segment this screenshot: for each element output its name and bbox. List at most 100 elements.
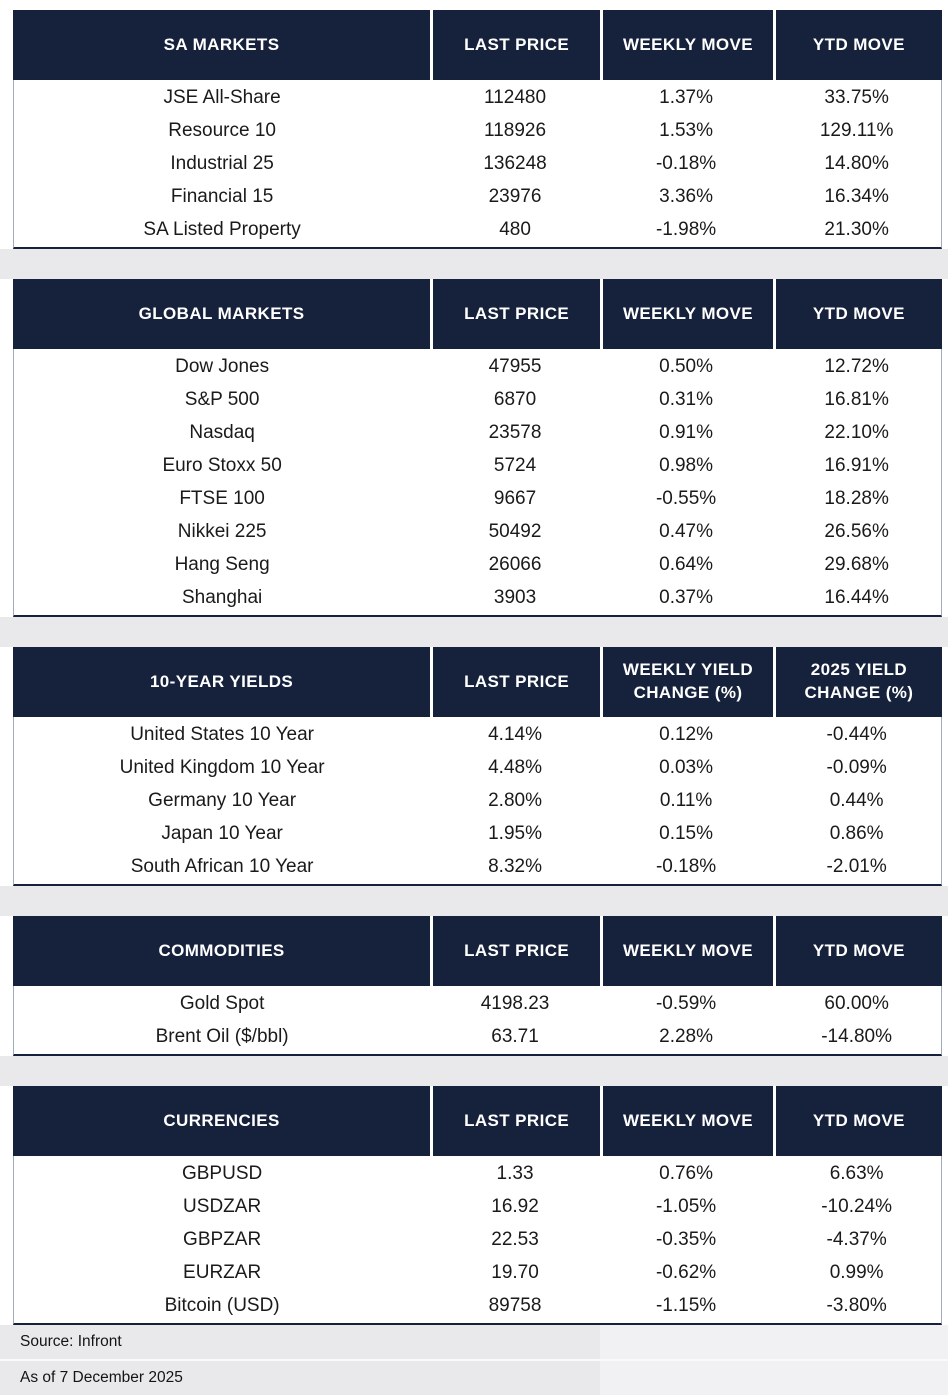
last-price-value: 4198.23: [480, 992, 550, 1014]
table-header-row: SA MARKETS LAST PRICE WEEKLY MOVE YTD MO…: [13, 10, 942, 80]
last-price-value: 112480: [484, 86, 547, 108]
instrument-name: USDZAR: [183, 1195, 262, 1217]
weekly-change-value: -1.15%: [655, 1294, 717, 1316]
column-header: WEEKLY YIELD CHANGE (%): [600, 647, 773, 717]
last-price-value: 26066: [488, 553, 542, 575]
weekly-change-value: -0.18%: [655, 855, 717, 877]
ytd-change-value: 16.34%: [824, 185, 889, 207]
table-body: Gold Spot 4198.23 -0.59% 60.00% Brent Oi…: [13, 986, 942, 1056]
column-header: 2025 YIELD CHANGE (%): [772, 647, 942, 717]
weekly-change-value: 0.15%: [659, 822, 713, 844]
instrument-name: Brent Oil ($/bbl): [155, 1025, 289, 1047]
instrument-name: Hang Seng: [174, 553, 270, 575]
weekly-change-value: -0.59%: [655, 992, 717, 1014]
last-price-value: 47955: [488, 355, 542, 377]
table-row: Industrial 25 136248 -0.18% 14.80%: [14, 147, 941, 180]
ytd-change-value: 22.10%: [824, 421, 889, 443]
table-title: SA MARKETS: [163, 34, 280, 54]
table-header-row: COMMODITIES LAST PRICE WEEKLY MOVE YTD M…: [13, 916, 942, 986]
weekly-change-value: 0.91%: [659, 421, 713, 443]
weekly-change-value: -0.18%: [655, 152, 717, 174]
last-price-value: 6870: [493, 388, 537, 410]
weekly-change-value: 0.03%: [659, 756, 713, 778]
instrument-name: GBPUSD: [181, 1162, 263, 1184]
table-row: United Kingdom 10 Year 4.48% 0.03% -0.09…: [14, 751, 941, 784]
table-gap: [0, 886, 948, 916]
ytd-change-value: -0.44%: [826, 723, 887, 745]
weekly-change-value: 0.98%: [659, 454, 713, 476]
column-header: WEEKLY MOVE: [600, 279, 773, 349]
ytd-change-value: 21.30%: [824, 218, 889, 240]
instrument-name: Resource 10: [168, 119, 276, 141]
weekly-change-value: 1.37%: [659, 86, 713, 108]
tables-container: SA MARKETS LAST PRICE WEEKLY MOVE YTD MO…: [0, 10, 948, 1325]
instrument-name: Japan 10 Year: [161, 822, 283, 844]
column-header: YTD MOVE: [772, 279, 942, 349]
instrument-name: Shanghai: [181, 586, 263, 608]
weekly-change-value: 0.12%: [659, 723, 713, 745]
ytd-change-value: 29.68%: [824, 553, 889, 575]
instrument-name: Nasdaq: [189, 421, 255, 443]
column-header: YTD MOVE: [772, 1086, 942, 1156]
instrument-name: Gold Spot: [179, 992, 265, 1014]
table-10-year-yields: 10-YEAR YIELDS LAST PRICE WEEKLY YIELD C…: [13, 647, 942, 886]
instrument-name: Germany 10 Year: [148, 789, 297, 811]
last-price-value: 480: [499, 218, 531, 240]
ytd-change-value: 16.91%: [824, 454, 889, 476]
instrument-name: Bitcoin (USD): [164, 1294, 280, 1316]
ytd-change-value: 16.81%: [824, 388, 889, 410]
ytd-change-value: -10.24%: [821, 1195, 893, 1217]
table-header-row: CURRENCIES LAST PRICE WEEKLY MOVE YTD MO…: [13, 1086, 942, 1156]
ytd-change-value: -3.80%: [826, 1294, 887, 1316]
weekly-change-value: 2.28%: [659, 1025, 713, 1047]
weekly-change-value: -0.62%: [655, 1261, 717, 1283]
table-row: Brent Oil ($/bbl) 63.71 2.28% -14.80%: [14, 1020, 941, 1053]
table-row: Hang Seng 26066 0.64% 29.68%: [14, 548, 941, 581]
weekly-change-value: 1.53%: [659, 119, 713, 141]
last-price-value: 1.95%: [488, 822, 542, 844]
ytd-change-value: 33.75%: [824, 86, 889, 108]
table-row: JSE All-Share 112480 1.37% 33.75%: [14, 81, 941, 114]
column-header: LAST PRICE: [430, 10, 600, 80]
table-gap: [0, 1056, 948, 1086]
last-price-value: 136248: [483, 152, 547, 174]
table-row: Financial 15 23976 3.36% 16.34%: [14, 180, 941, 213]
table-commodities: COMMODITIES LAST PRICE WEEKLY MOVE YTD M…: [13, 916, 942, 1056]
table-row: Japan 10 Year 1.95% 0.15% 0.86%: [14, 817, 941, 850]
table-title: 10-YEAR YIELDS: [149, 671, 294, 691]
table-body: United States 10 Year 4.14% 0.12% -0.44%…: [13, 717, 942, 886]
column-header: YTD MOVE: [772, 10, 942, 80]
table-title: COMMODITIES: [158, 940, 285, 960]
instrument-name: United States 10 Year: [130, 723, 315, 745]
column-header: LAST PRICE: [430, 647, 600, 717]
last-price-value: 118926: [484, 119, 547, 141]
table-header-row: 10-YEAR YIELDS LAST PRICE WEEKLY YIELD C…: [13, 647, 942, 717]
table-row: Nasdaq 23578 0.91% 22.10%: [14, 416, 941, 449]
table-row: SA Listed Property 480 -1.98% 21.30%: [14, 213, 941, 246]
table-row: Nikkei 225 50492 0.47% 26.56%: [14, 515, 941, 548]
table-row: EURZAR 19.70 -0.62% 0.99%: [14, 1256, 941, 1289]
instrument-name: EURZAR: [183, 1261, 262, 1283]
table-row: South African 10 Year 8.32% -0.18% -2.01…: [14, 850, 941, 883]
ytd-change-value: 12.72%: [824, 355, 889, 377]
ytd-change-value: 0.86%: [829, 822, 884, 844]
ytd-change-value: 26.56%: [824, 520, 889, 542]
table-global-markets: GLOBAL MARKETS LAST PRICE WEEKLY MOVE YT…: [13, 279, 942, 617]
table-row: USDZAR 16.92 -1.05% -10.24%: [14, 1190, 941, 1223]
table-row: Resource 10 118926 1.53% 129.11%: [14, 114, 941, 147]
table-row: Dow Jones 47955 0.50% 12.72%: [14, 350, 941, 383]
ytd-change-value: 60.00%: [824, 992, 889, 1014]
instrument-name: FTSE 100: [179, 487, 265, 509]
last-price-value: 23578: [488, 421, 542, 443]
instrument-name: Financial 15: [170, 185, 274, 207]
column-header: WEEKLY MOVE: [600, 916, 773, 986]
last-price-value: 1.33: [496, 1162, 534, 1184]
column-header: LAST PRICE: [430, 1086, 600, 1156]
weekly-change-value: -0.35%: [655, 1228, 717, 1250]
ytd-change-value: -0.09%: [826, 756, 887, 778]
last-price-value: 3903: [493, 586, 537, 608]
instrument-name: SA Listed Property: [143, 218, 301, 240]
table-row: GBPZAR 22.53 -0.35% -4.37%: [14, 1223, 941, 1256]
weekly-change-value: 0.31%: [659, 388, 713, 410]
